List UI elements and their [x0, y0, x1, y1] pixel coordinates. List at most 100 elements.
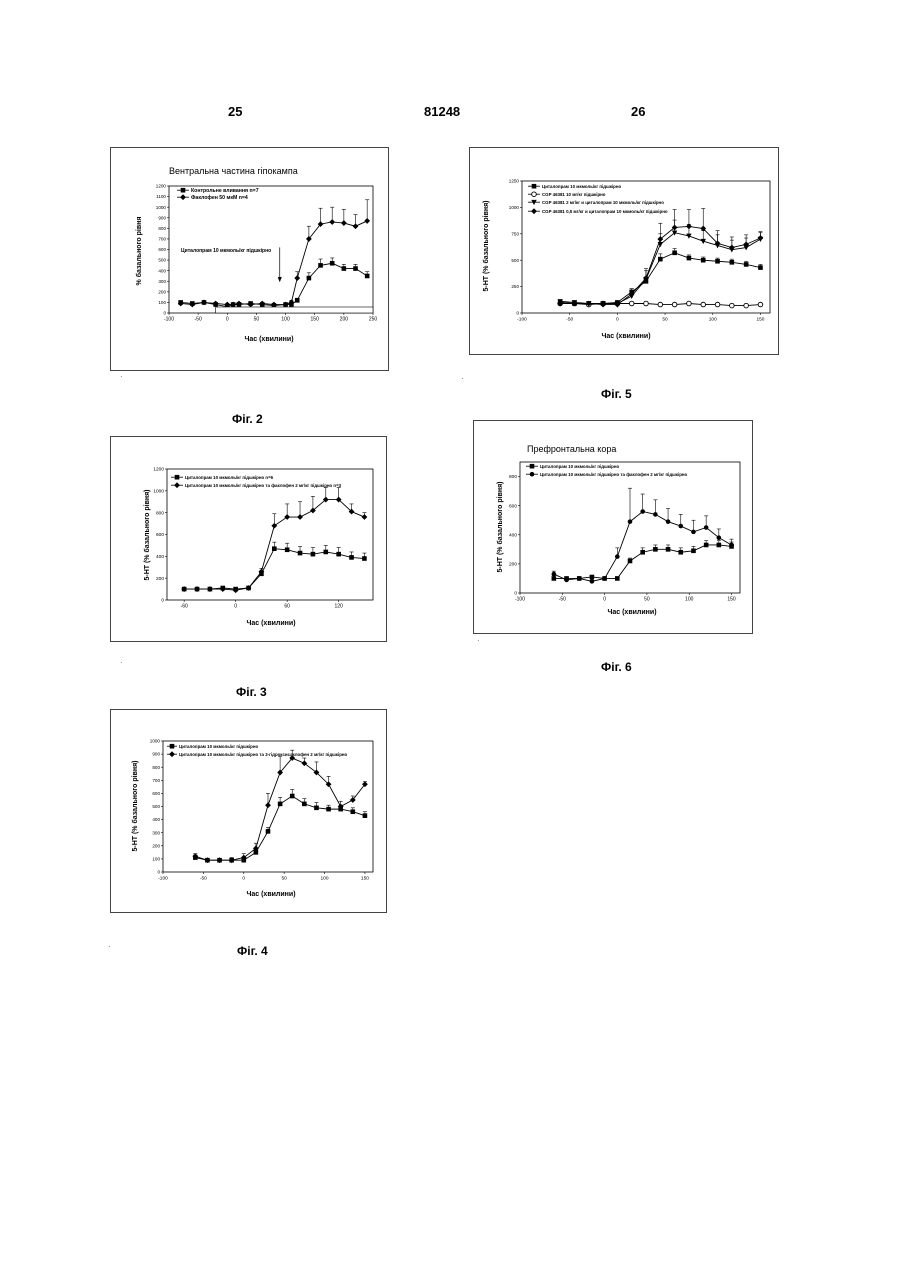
- data-point: [290, 794, 295, 799]
- legend-marker: [528, 208, 540, 214]
- figure-3-caption: Фіг. 3: [236, 685, 267, 699]
- y-tick-label: 700: [152, 778, 160, 783]
- x-tick-label: 50: [281, 876, 287, 882]
- y-tick-label: 600: [158, 247, 166, 252]
- data-point: [278, 802, 283, 807]
- data-point: [744, 303, 749, 308]
- data-point: [653, 512, 658, 517]
- legend-symbol: [531, 208, 537, 214]
- data-point: [666, 547, 671, 552]
- data-point: [730, 303, 735, 308]
- legend-entry-citalopram-faclofen: Циталопрам 10 мкмоль/кг підшкірно та фак…: [540, 472, 688, 477]
- data-point: [653, 547, 658, 552]
- data-point: [715, 259, 720, 264]
- x-tick-label: 0: [603, 597, 606, 603]
- legend-entry-cgp-10: CGP 46381 10 мг/кг підшкірно: [542, 192, 606, 197]
- y-tick-label: 400: [158, 268, 166, 273]
- legend-marker: [167, 744, 177, 749]
- y-tick-label: 200: [152, 843, 160, 848]
- data-point: [717, 535, 722, 540]
- data-point: [704, 525, 709, 530]
- legend-entry-citalopram: Циталопрам 10 мкмоль/кг підшкірно: [540, 464, 619, 469]
- data-point: [272, 546, 277, 551]
- legend-symbol: [530, 464, 535, 469]
- data-point: [717, 543, 722, 548]
- legend-entry-citalopram-hydroxysaclofen: Циталопрам 10 мкмоль/кг підшкірно та 2-г…: [179, 752, 348, 757]
- legend-symbol: [532, 184, 537, 189]
- figure-5-plot: Час (хвилини) 5-HT (% базального рівня) …: [470, 148, 778, 354]
- y-tick-label: 1000: [509, 205, 520, 210]
- x-tick-label: -50: [200, 876, 207, 882]
- scan-speck: ·: [120, 372, 123, 381]
- y-tick-label: 1200: [156, 184, 167, 189]
- right-page-number: 26: [631, 104, 645, 119]
- data-point: [353, 266, 358, 271]
- data-point: [297, 514, 303, 520]
- figure-4-chart: Час (хвилини) 5-HT (% базального рівня) …: [110, 709, 387, 913]
- y-tick-label: 300: [152, 830, 160, 835]
- scan-speck: ·: [108, 942, 111, 951]
- x-axis-label: Час (хвилини): [246, 620, 295, 627]
- legend-entry-citalopram: Циталопрам 10 мкмоль/кг підшкірно: [179, 744, 258, 749]
- data-point: [691, 530, 696, 535]
- y-tick-label: 200: [509, 561, 517, 567]
- y-tick-label: 600: [156, 532, 164, 538]
- figure-6-caption: Фіг. 6: [601, 660, 632, 674]
- x-axis-label: Час (хвилини): [607, 609, 656, 616]
- citalopram-annotation: Циталопрам 10 мкмоль/кг підшкірно: [181, 248, 271, 254]
- data-point: [629, 301, 634, 306]
- legend-marker: [177, 188, 189, 193]
- data-point: [362, 556, 367, 561]
- plot-frame: [167, 469, 373, 600]
- data-point: [307, 276, 312, 281]
- legend-symbol: [174, 482, 180, 488]
- data-point: [298, 551, 303, 556]
- y-tick-label: 900: [158, 215, 166, 220]
- data-point: [314, 806, 319, 811]
- x-tick-label: 150: [727, 597, 736, 603]
- data-point: [672, 302, 677, 307]
- data-point: [758, 265, 763, 270]
- legend-entry-control: Контрольне вливання n=7: [191, 188, 259, 194]
- legend-symbol: [175, 475, 180, 480]
- y-tick-label: 400: [156, 554, 164, 560]
- data-point: [701, 302, 706, 307]
- x-tick-label: 0: [226, 317, 229, 323]
- data-point: [294, 275, 300, 281]
- data-point: [678, 524, 683, 529]
- series-1: [178, 258, 369, 309]
- data-point: [349, 555, 354, 560]
- x-tick-label: 0: [234, 604, 237, 610]
- figure-5-chart: Час (хвилини) 5-HT (% базального рівня) …: [469, 147, 779, 355]
- series-1: [182, 542, 367, 591]
- data-point: [658, 302, 663, 307]
- legend-marker: [528, 192, 540, 197]
- series-2: [181, 488, 367, 594]
- data-point: [686, 224, 692, 230]
- scan-speck: ·: [120, 658, 123, 667]
- legend-entry-citalopram: Циталопрам 10 мкмоль/кг підшкірно: [542, 184, 621, 189]
- x-tick-label: 250: [369, 317, 378, 323]
- data-point: [363, 813, 368, 818]
- data-point: [672, 251, 677, 256]
- x-tick-label: 100: [321, 876, 329, 882]
- y-tick-label: 800: [156, 510, 164, 516]
- y-axis-label: 5-HT (% базального рівня): [496, 481, 504, 572]
- y-tick-label: 1000: [153, 488, 164, 494]
- data-point: [552, 576, 557, 581]
- x-tick-label: -50: [559, 597, 566, 603]
- patent-number: 81248: [424, 104, 460, 119]
- x-tick-label: 150: [361, 876, 369, 882]
- data-point: [311, 552, 316, 557]
- data-point: [285, 547, 290, 552]
- x-tick-label: -100: [158, 876, 168, 882]
- x-tick-label: -60: [181, 604, 188, 610]
- y-tick-label: 500: [511, 258, 519, 263]
- data-point: [564, 578, 569, 583]
- y-tick-label: 300: [158, 279, 166, 284]
- x-tick-label: 50: [254, 317, 260, 323]
- data-point: [326, 807, 331, 812]
- y-tick-label: 1000: [156, 205, 167, 210]
- x-tick-label: -100: [164, 317, 174, 323]
- data-point: [577, 576, 582, 581]
